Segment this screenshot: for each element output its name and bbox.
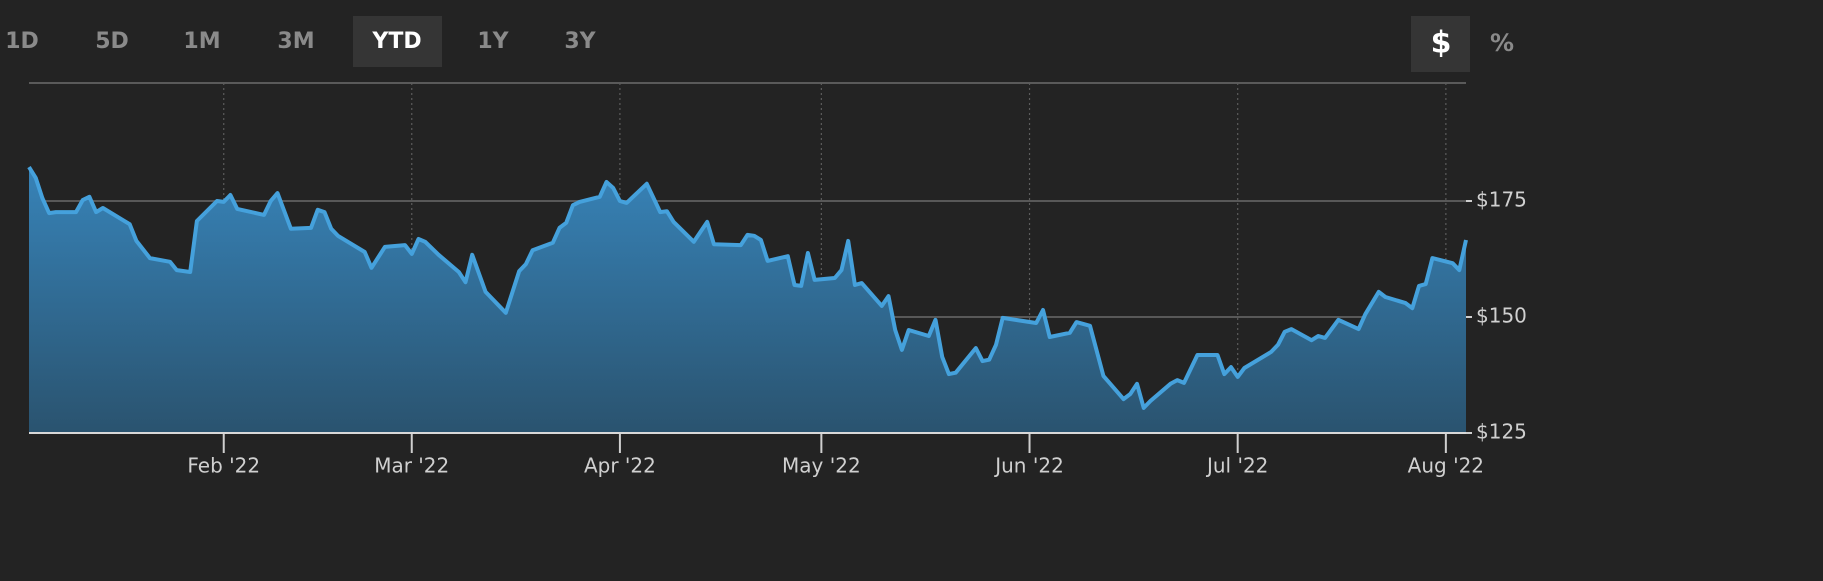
- y-tick-label: $175: [1476, 188, 1527, 212]
- price-area: [29, 167, 1466, 433]
- price-line: [27, 166, 1468, 410]
- range-button[interactable]: 5D: [95, 29, 129, 54]
- toolbar: 1D 5D 1M 3M YTD 1Y 3Y $%: [5, 16, 1514, 72]
- range-button-bg: [353, 16, 442, 67]
- range-button[interactable]: 1D: [5, 29, 39, 54]
- unit-button-bg: [1411, 16, 1470, 72]
- x-tick-label: May '22: [782, 454, 861, 478]
- plot-area: Feb '22 Mar '22 Apr '22 May '22 Jun '22 Jul '…: [27, 82, 1527, 478]
- x-tick-label: Jul '22: [1205, 454, 1268, 478]
- y-tick-label: $125: [1476, 420, 1527, 444]
- range-button[interactable]: 1M: [183, 29, 220, 54]
- unit-button[interactable]: %: [1490, 29, 1514, 57]
- x-tick-label: Apr '22: [584, 454, 656, 478]
- y-tick-label: $150: [1476, 304, 1527, 328]
- range-button[interactable]: 3Y: [564, 29, 596, 54]
- x-tick-label: Aug '22: [1408, 454, 1484, 478]
- x-tick-label: Mar '22: [374, 454, 449, 478]
- range-button[interactable]: YTD: [371, 29, 421, 54]
- x-tick-label: Feb '22: [187, 454, 260, 478]
- x-tick-label: Jun '22: [993, 454, 1064, 478]
- range-button[interactable]: 1Y: [477, 29, 509, 54]
- unit-button[interactable]: $: [1431, 26, 1452, 61]
- range-button[interactable]: 3M: [277, 29, 314, 54]
